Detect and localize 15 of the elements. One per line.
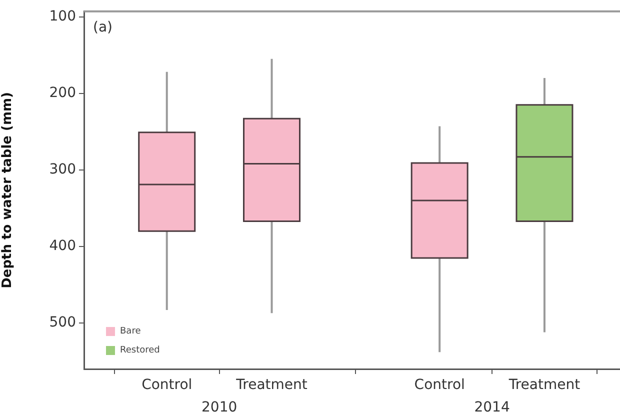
x-tick-label: Control [414, 377, 465, 394]
legend-label: Restored [120, 345, 160, 356]
legend-label: Bare [120, 326, 142, 336]
y-tick-label: 400 [49, 238, 76, 254]
x-tick-label: Treatment [235, 377, 308, 394]
y-tick-label: 500 [49, 314, 76, 331]
x-tick-label: Treatment [508, 377, 581, 394]
y-axis-title: Depth to water table (mm) [0, 92, 16, 288]
y-tick-label: 200 [49, 84, 76, 101]
text: 2010 [201, 400, 238, 416]
annotation: (a) [93, 19, 113, 36]
text: 2014 [474, 400, 510, 416]
x-tick-label: Control [142, 377, 192, 394]
y-tick-label: 300 [49, 162, 76, 178]
y-tick-label: 100 [49, 8, 76, 24]
